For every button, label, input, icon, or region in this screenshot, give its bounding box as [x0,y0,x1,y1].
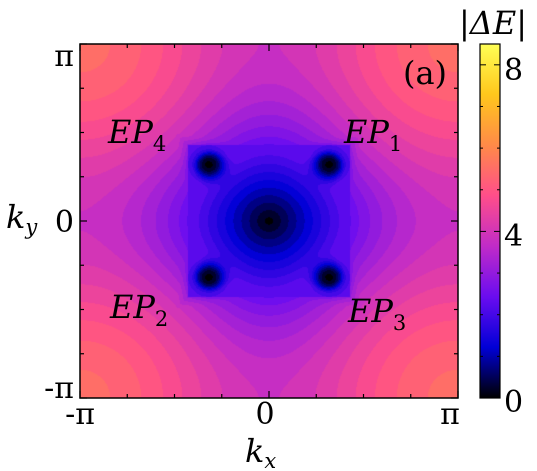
y-axis-label: ky [6,198,38,239]
heatmap-area [80,44,458,398]
colorbar-title: |ΔE| [459,4,527,42]
y-tick-label: 0 [55,205,74,240]
colorbar-tick-label: 0 [504,385,523,420]
y-tick-labels: π 0 -π [44,39,74,406]
x-tick-labels: -π 0 π [65,397,460,432]
x-tick-label: 0 [255,397,274,432]
colorbar-tick-label: 8 [504,53,523,88]
x-tick-label: -π [65,397,95,432]
colorbar-ticks [480,64,500,399]
y-tick-label: -π [44,371,74,406]
x-tick-label: π [440,397,460,432]
ep-label-2: EP2 [109,288,168,331]
panel-label: (a) [403,54,447,92]
ep-label-1: EP1 [343,113,402,156]
heatmap-canvas [80,44,458,398]
ep-label-3: EP3 [347,292,406,335]
x-axis-label: kx [245,432,276,471]
ep-label-4: EP4 [107,113,166,156]
colorbar-frame [479,43,501,399]
colorbar [480,44,500,398]
colorbar-tick-label: 4 [504,219,523,254]
y-tick-label: π [54,39,74,74]
ep-labels: EP4 EP1 EP2 EP3 [107,113,406,335]
colorbar-tick-labels: 0 4 8 [504,53,523,420]
axis-ticks [79,43,459,399]
